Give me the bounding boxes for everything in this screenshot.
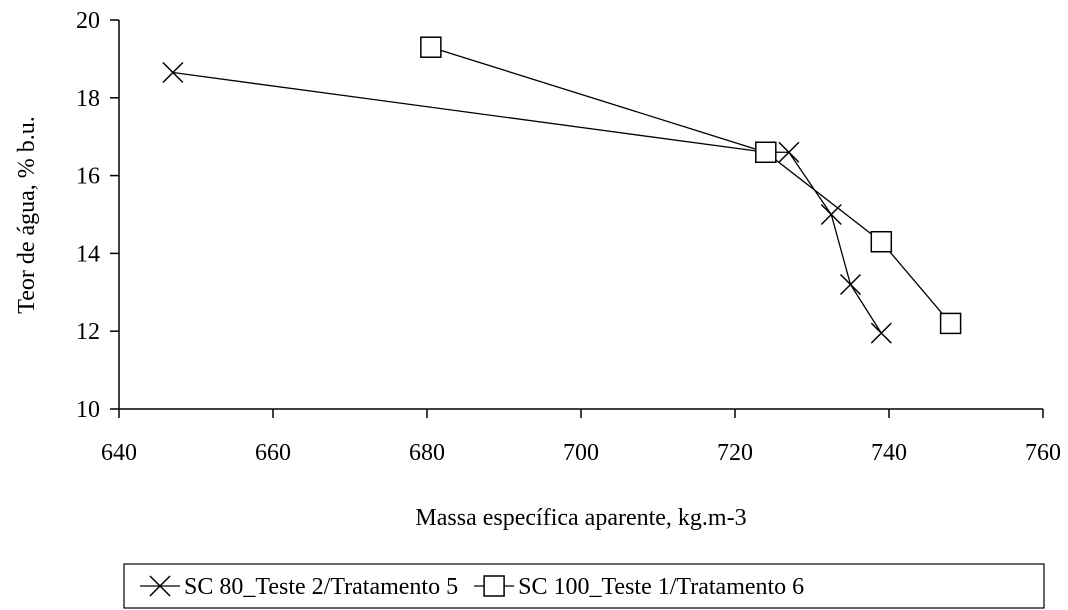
y-tick-label: 18: [76, 86, 100, 112]
legend-label: SC 100_Teste 1/Tratamento 6: [518, 574, 804, 600]
y-tick-label: 12: [76, 319, 100, 345]
x-tick-label: 660: [255, 440, 291, 466]
x-tick-label: 760: [1025, 440, 1061, 466]
y-tick-label: 14: [76, 241, 100, 267]
series-2: [420, 36, 962, 335]
data-point-x-marker: [870, 322, 892, 344]
y-ticks: 10 12 14 16 18 20: [76, 8, 119, 423]
legend: SC 80_Teste 2/Tratamento 5 SC 100_Teste 1…: [123, 563, 1045, 609]
series-1: [162, 61, 892, 344]
series-line: [430, 46, 952, 324]
legend-items: SC 80_Teste 2/Tratamento 5 SC 100_Teste 1…: [140, 574, 804, 600]
x-tick-label: 680: [409, 440, 445, 466]
data-point-square-marker: [870, 230, 893, 253]
data-point-x-marker: [839, 273, 862, 296]
data-point-x-marker: [162, 61, 184, 84]
data-point-square-marker: [755, 141, 777, 164]
x-tick-label: 740: [871, 440, 907, 466]
x-axis-title: Massa específica aparente, kg.m-3: [415, 505, 746, 531]
x-tick-label: 640: [101, 440, 137, 466]
legend-item-2: SC 100_Teste 1/Tratamento 6: [474, 574, 804, 600]
x-tick-label: 700: [563, 440, 599, 466]
x-tick-label: 720: [717, 440, 753, 466]
data-point-square-marker: [939, 312, 962, 335]
y-tick-label: 10: [76, 397, 100, 423]
legend-label: SC 80_Teste 2/Tratamento 5: [184, 574, 458, 600]
y-axis-title: Teor de água, % b.u.: [14, 116, 40, 314]
legend-item-1: SC 80_Teste 2/Tratamento 5: [140, 574, 458, 600]
y-tick-label: 20: [76, 8, 100, 34]
x-ticks: 640 660 680 700 720 740 760: [101, 409, 1061, 466]
legend-box: [123, 563, 1045, 609]
series-line: [172, 71, 882, 334]
axes: 10 12 14 16 18 20 640 660 680 700 720 740 760: [76, 8, 1061, 466]
data-point-x-marker: [778, 141, 800, 163]
legend-square-marker: [483, 575, 505, 597]
data-point-square-marker: [420, 36, 442, 58]
legend-x-marker: [149, 575, 171, 597]
y-tick-label: 16: [76, 164, 100, 190]
series-layer: [162, 36, 962, 344]
data-point-x-marker: [820, 203, 842, 226]
